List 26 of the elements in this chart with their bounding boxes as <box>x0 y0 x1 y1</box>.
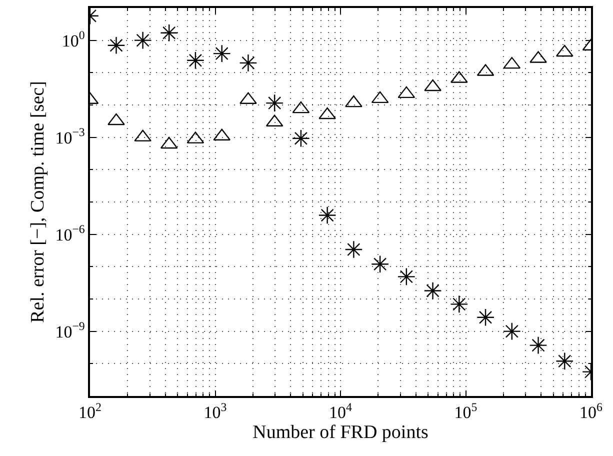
point <box>424 282 442 300</box>
point <box>556 352 574 370</box>
y-tick-label: 10$^{−3}$ <box>55 125 85 148</box>
point <box>502 322 521 340</box>
x-tick-label: 10$^{3}$ <box>204 400 227 422</box>
y-axis-title: Rel. error [−], Comp. time [sec] <box>28 81 49 323</box>
x-tick-label: 10$^{6}$ <box>580 400 603 422</box>
x-tick-label: 10$^{5}$ <box>454 400 478 422</box>
x-tick-label: 10$^{4}$ <box>329 400 352 422</box>
point <box>292 129 310 148</box>
point <box>318 206 336 224</box>
y-tick-label: 10$^{−6}$ <box>55 222 85 244</box>
point <box>371 255 390 274</box>
point <box>345 95 362 108</box>
y-tick-label: 10$^{0}$ <box>62 28 85 50</box>
point <box>108 113 125 126</box>
point <box>529 336 548 354</box>
x-axis-title: Number of FRD points <box>252 422 428 444</box>
point <box>424 79 442 92</box>
point <box>397 268 416 286</box>
point <box>318 107 336 120</box>
point <box>344 240 363 258</box>
point <box>476 308 495 326</box>
point <box>450 295 468 314</box>
x-tick-label: 10$^{2}$ <box>78 400 102 422</box>
y-tick-label: 10$^{−9}$ <box>55 319 85 342</box>
